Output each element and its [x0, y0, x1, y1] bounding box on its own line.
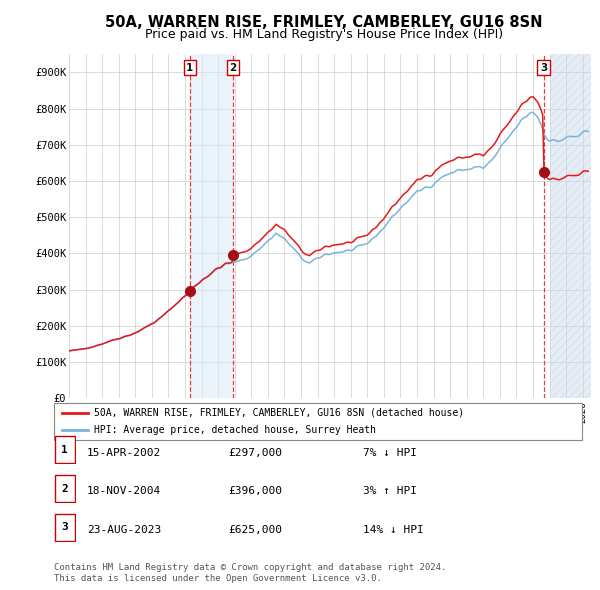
- Text: 3% ↑ HPI: 3% ↑ HPI: [363, 487, 417, 496]
- Text: 7% ↓ HPI: 7% ↓ HPI: [363, 448, 417, 457]
- Text: 15-APR-2002: 15-APR-2002: [87, 448, 161, 457]
- Text: 50A, WARREN RISE, FRIMLEY, CAMBERLEY, GU16 8SN: 50A, WARREN RISE, FRIMLEY, CAMBERLEY, GU…: [105, 15, 543, 30]
- FancyBboxPatch shape: [55, 476, 74, 502]
- Text: 1: 1: [186, 63, 193, 73]
- Text: 18-NOV-2004: 18-NOV-2004: [87, 487, 161, 496]
- FancyBboxPatch shape: [54, 403, 582, 440]
- Text: 50A, WARREN RISE, FRIMLEY, CAMBERLEY, GU16 8SN (detached house): 50A, WARREN RISE, FRIMLEY, CAMBERLEY, GU…: [94, 408, 464, 418]
- Bar: [190, 54, 233, 398]
- Text: 2: 2: [61, 484, 68, 493]
- Text: 3: 3: [61, 523, 68, 532]
- Text: Price paid vs. HM Land Registry's House Price Index (HPI): Price paid vs. HM Land Registry's House …: [145, 28, 503, 41]
- FancyBboxPatch shape: [55, 514, 74, 540]
- Text: 23-AUG-2023: 23-AUG-2023: [87, 526, 161, 535]
- Text: 2: 2: [229, 63, 236, 73]
- FancyBboxPatch shape: [55, 437, 74, 463]
- Text: £625,000: £625,000: [228, 526, 282, 535]
- Text: 14% ↓ HPI: 14% ↓ HPI: [363, 526, 424, 535]
- Text: HPI: Average price, detached house, Surrey Heath: HPI: Average price, detached house, Surr…: [94, 425, 376, 435]
- Text: 1: 1: [61, 445, 68, 454]
- Bar: [550, 54, 596, 398]
- Text: 3: 3: [540, 63, 547, 73]
- Text: £297,000: £297,000: [228, 448, 282, 457]
- Text: £396,000: £396,000: [228, 487, 282, 496]
- Text: Contains HM Land Registry data © Crown copyright and database right 2024.
This d: Contains HM Land Registry data © Crown c…: [54, 563, 446, 583]
